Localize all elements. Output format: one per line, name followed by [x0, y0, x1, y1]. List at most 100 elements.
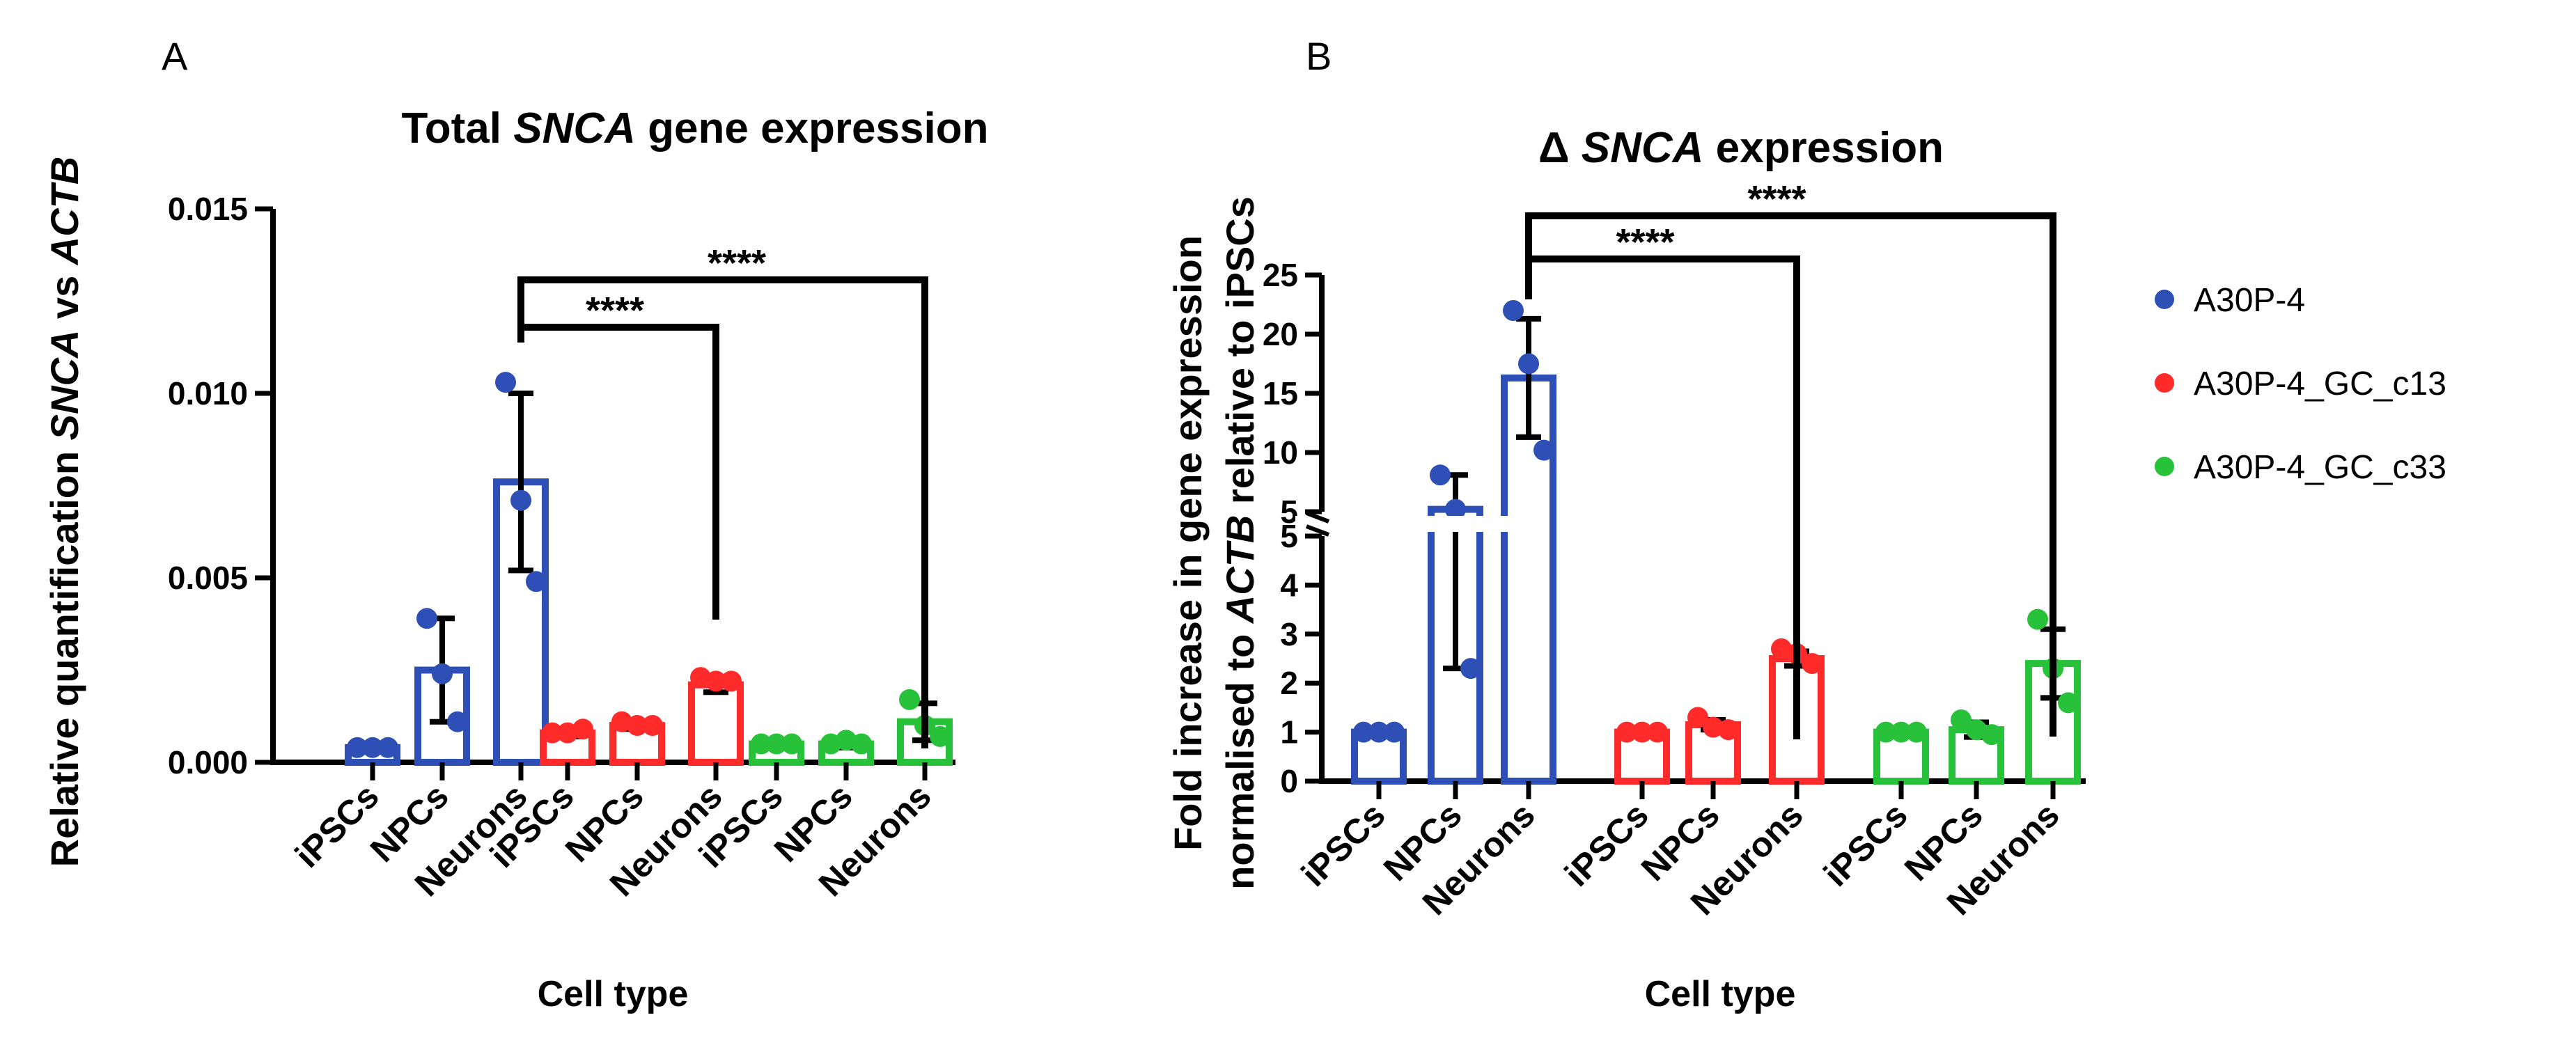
panel-b-ylabel-line1: Fold increase in gene expression	[1166, 235, 1210, 851]
panel-b-g2-npcs-point-2	[1981, 724, 2002, 746]
panel-a-g2-ipscs-point-1	[766, 733, 787, 755]
panel-b-g0-ipscs-point-2	[1384, 721, 1405, 743]
panel-b-g2-ipscs-point-0	[1875, 721, 1896, 743]
panel-b-g1-ipscs-label: iPSCs	[1557, 795, 1656, 894]
panel-a-ytick-label-2: 0.010	[168, 375, 248, 411]
panel-letter-a: A	[162, 34, 188, 78]
panel-a-g0-neurons-point-2	[526, 571, 547, 592]
panel-a-g1-neurons-bar	[688, 681, 744, 767]
panel-a-g1-neurons-point-2	[721, 670, 742, 692]
legend-marker-c13	[2155, 373, 2174, 393]
panel-a-title-gene: SNCA	[513, 104, 636, 152]
panel-b-g0-neurons-point-1	[1518, 353, 1539, 375]
panel-b-g0-npcs-point-1	[1445, 498, 1466, 520]
panel-letter-b: B	[1306, 34, 1332, 78]
panel-b-sig-c33: ****	[1747, 178, 1806, 220]
panel-a-title-post: gene expression	[636, 104, 989, 152]
panel-b-ylabel-post: relative to iPSCs	[1218, 196, 1262, 515]
panel-b-g1-ipscs-point-2	[1647, 721, 1668, 743]
panel-b-g0-ipscs-point-0	[1353, 721, 1374, 743]
panel-a-bracket-c33	[517, 276, 928, 748]
panel-a-ytick-label-0: 0.000	[168, 744, 248, 780]
panel-a-ytick-label-3: 0.015	[168, 191, 248, 227]
panel-b-ylabel-ref: ACTB	[1218, 515, 1262, 625]
panel-a-sig-c13: ****	[586, 290, 644, 331]
panel-b-g0-ipscs-point-1	[1368, 721, 1389, 743]
panel-b-ytick-lower-label-1: 1	[1280, 714, 1298, 751]
panel-a-g0-neurons-point-0	[495, 372, 516, 393]
panel-a-g0-ipscs-point-1	[362, 737, 383, 758]
panel-a-ylabel-pre: Relative quantification	[42, 440, 86, 867]
panel-a-xlabel: Cell type	[538, 974, 689, 1014]
panel-b-g1-npcs-point-0	[1687, 707, 1708, 728]
panel-a-g0-npcs-point-1	[432, 663, 453, 684]
panel-b-ytick-lower-label-0: 0	[1280, 763, 1298, 799]
panel-b-axis-break	[1295, 516, 1546, 532]
panel-b-ytick-upper-label-0: 5	[1280, 494, 1298, 530]
panel-a-sig-c33: ****	[708, 242, 766, 284]
panel-b-g1-ipscs-point-0	[1616, 721, 1637, 743]
panel-a-g2-npcs-point-2	[851, 733, 872, 755]
legend-label-a30p4: A30P-4	[2194, 282, 2305, 319]
panel-b-sig-c13: ****	[1616, 221, 1674, 263]
panel-a-g2-neurons-point-0	[899, 689, 920, 710]
legend-label-c13: A30P-4_GC_c13	[2194, 366, 2446, 402]
panel-a-g0-ipscs-point-2	[377, 737, 398, 758]
panel-a-title: Total SNCA gene expression	[402, 104, 989, 152]
panel-a-g1-npcs-point-1	[627, 715, 648, 736]
legend-marker-c33	[2155, 457, 2174, 476]
panel-b-ytick-lower-label-4: 4	[1280, 567, 1298, 603]
panel-a-g1-ipscs-point-2	[572, 718, 593, 740]
legend-label-c33: A30P-4_GC_c33	[2194, 449, 2446, 486]
panel-a-g1-ipscs-point-0	[542, 722, 563, 744]
panel-b-g2-ipscs-point-2	[1906, 721, 1927, 743]
panel-a-g2-ipscs-point-2	[781, 733, 802, 755]
panel-b-g1-npcs-point-2	[1718, 719, 1739, 741]
panel-a-title-pre: Total	[402, 104, 514, 152]
panel-a-ytick-label-1: 0.005	[168, 560, 248, 596]
panel-b-xlabel: Cell type	[1645, 974, 1796, 1014]
panel-a-g0-ipscs-label: iPSCs	[288, 776, 387, 875]
panel-b-g0-neurons-point-0	[1503, 300, 1524, 321]
panel-b-ytick-upper-label-2: 15	[1263, 375, 1298, 411]
panel-a-ylabel: Relative quantification SNCA vs ACTB	[42, 157, 86, 867]
panel-b-ylabel-line2: normalised to ACTB relative to iPSCs	[1218, 196, 1262, 890]
panel-b-title-pre: Δ	[1538, 124, 1582, 172]
panel-a-g0-neurons-point-1	[510, 489, 531, 511]
panel-b-g1-npcs-point-1	[1703, 716, 1724, 738]
panel-b-title-gene: SNCA	[1582, 124, 1704, 172]
panel-b-ytick-lower-label-5: 5	[1280, 518, 1298, 554]
panel-b-ylabel-pre: normalised to	[1218, 623, 1262, 890]
panel-a-g2-neurons-point-2	[930, 725, 951, 747]
panel-b-g0-npcs-point-2	[1460, 658, 1481, 679]
panel-b-ytick-upper-label-4: 25	[1263, 257, 1298, 293]
panel-b-g0-neurons-point-2	[1533, 439, 1554, 461]
panel-a-ylabel-vs: vs	[42, 265, 86, 329]
panel-b-g2-neurons-point-0	[2027, 608, 2048, 630]
panel-b-g2-ipscs-label: iPSCs	[1816, 795, 1915, 894]
panel-b-g1-neurons-point-2	[1802, 653, 1822, 675]
legend-marker-a30p4	[2155, 290, 2174, 309]
panel-a-bracket-c13	[521, 324, 719, 620]
panel-a-ylabel-gene: SNCA	[42, 330, 86, 441]
panel-b-ytick-lower-label-3: 3	[1280, 616, 1298, 652]
panel-b-break-mark-lower	[1305, 524, 1330, 537]
panel-a-g1-neurons-point-1	[705, 670, 726, 692]
panel-b-g2-npcs-point-0	[1951, 709, 1972, 730]
panel-a-g2-ipscs-point-0	[751, 733, 772, 755]
panel-b-g2-ipscs-point-1	[1891, 721, 1912, 743]
panel-b-break-mark-upper	[1305, 511, 1330, 524]
panel-b-g1-ipscs-point-1	[1632, 721, 1653, 743]
panel-a-g0-ipscs-point-0	[347, 737, 368, 758]
panel-a-g1-npcs-point-2	[642, 715, 663, 736]
panel-b-ytick-lower-label-2: 2	[1280, 665, 1298, 701]
panel-a-g0-npcs-point-0	[416, 608, 437, 629]
panel-b-bracket-c13	[1529, 256, 1800, 739]
panel-b-ytick-upper-label-3: 20	[1263, 316, 1298, 352]
panel-a-g0-npcs-point-2	[447, 711, 468, 732]
panel-a-plot: 0.0000.0050.0100.015iPSCsNPCsNeuronsiPSC…	[168, 191, 955, 904]
panel-b-g2-neurons-point-2	[2058, 692, 2079, 714]
panel-a-ylabel-ref: ACTB	[42, 157, 86, 267]
